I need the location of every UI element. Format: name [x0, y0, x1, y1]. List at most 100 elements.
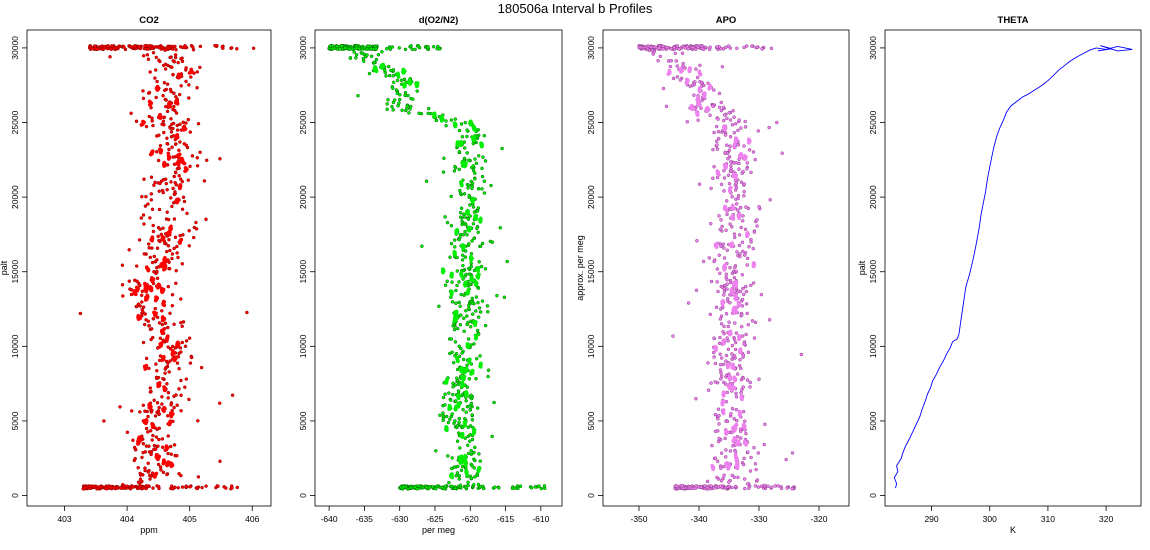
- data-point: [156, 484, 161, 489]
- data-point: [140, 300, 144, 304]
- data-point: [473, 475, 477, 479]
- data-point: [167, 237, 171, 242]
- data-point: [170, 486, 175, 491]
- data-point: [154, 375, 159, 380]
- data-point: [181, 233, 185, 237]
- data-point: [742, 194, 746, 198]
- data-point: [673, 484, 678, 489]
- data-point: [177, 92, 182, 97]
- data-point: [147, 473, 152, 478]
- data-point: [170, 145, 174, 149]
- data-point: [460, 380, 465, 385]
- data-point: [733, 294, 738, 299]
- data-point: [166, 396, 170, 400]
- data-point: [173, 235, 178, 240]
- data-point: [721, 329, 725, 334]
- data-point: [642, 45, 647, 50]
- data-point: [188, 130, 193, 134]
- data-point: [165, 82, 170, 86]
- data-point: [391, 100, 396, 105]
- data-point: [145, 294, 150, 299]
- data-point: [141, 403, 146, 408]
- data-point: [182, 124, 187, 129]
- data-point: [734, 181, 739, 186]
- data-point: [736, 439, 741, 444]
- data-point: [745, 256, 750, 261]
- data-point: [136, 480, 141, 484]
- data-point: [719, 108, 724, 113]
- data-point: [179, 473, 183, 478]
- data-point: [747, 486, 751, 491]
- data-point: [652, 45, 657, 49]
- data-point: [452, 327, 457, 332]
- data-point: [452, 121, 457, 126]
- data-point: [724, 143, 729, 147]
- data-point: [369, 54, 374, 59]
- data-point: [157, 381, 162, 385]
- data-point: [164, 87, 169, 92]
- data-point: [459, 346, 463, 351]
- data-point: [143, 204, 148, 208]
- data-point: [685, 44, 689, 49]
- data-point: [754, 467, 758, 472]
- data-point: [481, 486, 486, 491]
- data-point: [429, 111, 433, 116]
- data-point: [155, 453, 160, 458]
- data-point: [730, 271, 735, 276]
- data-point: [681, 61, 685, 66]
- data-point: [187, 228, 191, 233]
- data-point: [465, 404, 470, 409]
- data-point: [700, 44, 705, 49]
- data-point: [742, 45, 746, 50]
- data-point: [455, 355, 459, 360]
- data-point: [728, 135, 733, 139]
- data-point: [694, 288, 699, 293]
- data-point: [175, 403, 179, 408]
- data-point: [675, 75, 680, 79]
- data-point: [741, 169, 745, 174]
- data-point: [475, 226, 479, 231]
- data-point: [173, 191, 177, 196]
- data-point: [726, 463, 731, 468]
- data-point: [710, 443, 714, 448]
- data-point: [489, 183, 493, 188]
- data-point: [722, 264, 727, 269]
- data-point: [733, 340, 738, 345]
- data-point: [721, 298, 726, 303]
- data-point: [464, 272, 468, 277]
- data-point: [407, 78, 412, 83]
- data-point: [459, 454, 464, 459]
- y-tick-label: 30000: [298, 36, 308, 60]
- data-point: [350, 47, 355, 52]
- data-point: [477, 452, 481, 456]
- data-point: [224, 486, 228, 490]
- data-point: [732, 435, 737, 440]
- plot-frame: [884, 29, 1142, 507]
- data-point: [443, 392, 447, 396]
- data-point: [718, 362, 723, 367]
- data-point: [737, 243, 742, 248]
- data-point: [715, 169, 720, 174]
- data-point: [492, 400, 496, 405]
- data-point: [502, 295, 507, 300]
- data-point: [178, 233, 182, 238]
- data-point: [177, 148, 181, 153]
- data-point: [473, 157, 477, 161]
- data-point: [444, 123, 448, 128]
- x-axis-label: ppm: [140, 525, 158, 535]
- data-point: [394, 88, 399, 92]
- data-point: [141, 96, 146, 101]
- data-point: [735, 434, 740, 439]
- data-point: [737, 161, 741, 166]
- data-point: [142, 281, 147, 286]
- data-point: [461, 357, 466, 362]
- data-point: [444, 414, 449, 419]
- data-point: [756, 485, 761, 489]
- data-point: [474, 161, 479, 166]
- x-tick-label: -615: [497, 514, 514, 524]
- data-point: [137, 484, 142, 489]
- data-point: [169, 403, 173, 407]
- data-point: [170, 348, 175, 353]
- data-point: [719, 484, 723, 488]
- data-point: [470, 296, 475, 301]
